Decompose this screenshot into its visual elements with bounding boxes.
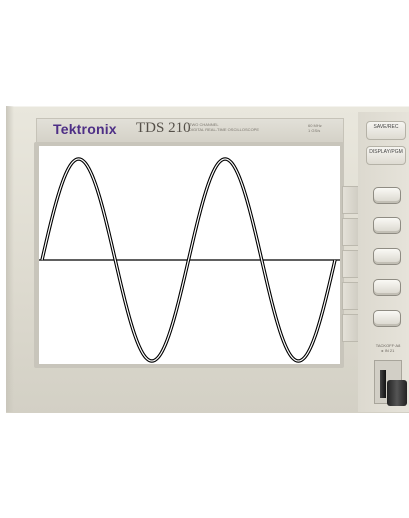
model-subtitle-line: DIGITAL REAL-TIME OSCILLOSCOPE [189,127,260,132]
probe-lever [380,370,386,398]
spec-line: 60 MHz [308,123,322,128]
header-strip [36,118,344,144]
option-button-5[interactable] [373,310,401,327]
scope-screen [39,146,340,364]
display-label: DISPLAY/PGM [369,149,403,155]
sine-trace-core [41,158,336,362]
probe-cable [387,380,407,406]
option-button-2[interactable] [373,217,401,234]
brand-logo: Tektronix [53,121,117,137]
option-button-4[interactable] [373,279,401,296]
probe-label-line: ▸ IN 21 [381,348,395,353]
spec-line: 1 GS/s [308,128,321,133]
model-subtitle: TWO CHANNEL DIGITAL REAL-TIME OSCILLOSCO… [189,122,279,132]
save-recall-button[interactable]: SAVE/REC [366,121,406,140]
bezel-shadow [6,106,14,412]
save-recall-label: SAVE/REC [373,124,399,130]
option-button-1[interactable] [373,187,401,204]
probe-label: TACKOFF·A8 ▸ IN 21 [368,343,408,353]
model-name: TDS 210 [136,120,191,136]
option-button-3[interactable] [373,248,401,265]
display-button[interactable]: DISPLAY/PGM [366,146,406,165]
waveform-display [39,157,340,363]
spec-label: 60 MHz 1 GS/s [308,123,338,133]
model-subtitle-line: TWO CHANNEL [189,122,219,127]
probe-label-line: TACKOFF·A8 [375,343,401,348]
